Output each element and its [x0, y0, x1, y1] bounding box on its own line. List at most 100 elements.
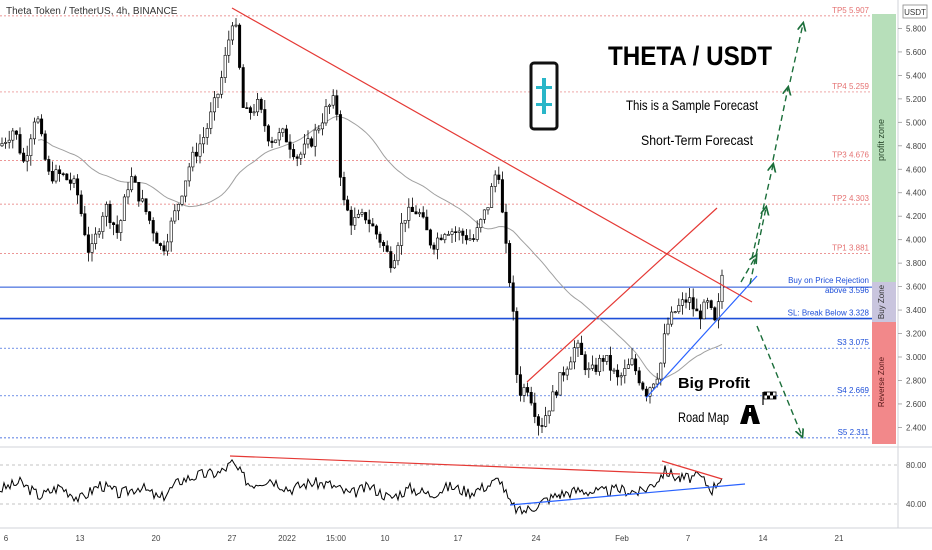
rising-channel-upper-line: [526, 207, 718, 383]
candle-body: [29, 138, 33, 156]
price-tick-label: 4.000: [906, 236, 927, 245]
candle-body: [122, 196, 126, 221]
symbol-title[interactable]: Theta Token / TetherUS, 4h, BINANCE: [6, 6, 178, 17]
candle-body: [101, 215, 105, 232]
candle-body: [299, 153, 303, 159]
candle-body: [626, 364, 630, 369]
candle-body: [436, 237, 440, 250]
currency-badge[interactable]: USDT: [904, 8, 926, 17]
candle-body: [259, 99, 263, 110]
candle-body: [623, 368, 627, 376]
candle-body: [457, 230, 461, 233]
candle-body: [468, 238, 472, 241]
candle-body: [227, 39, 231, 56]
candle-body: [547, 410, 551, 417]
candle-body: [619, 375, 623, 378]
candle-body: [295, 156, 299, 159]
level-label: TP4 5.259: [832, 82, 869, 91]
candle-body: [479, 219, 483, 228]
candle-body: [346, 199, 350, 211]
candle-body: [500, 179, 504, 213]
rsi-tick-label: 80.00: [906, 461, 927, 470]
road-icon-dash: [749, 408, 751, 412]
candle-body: [317, 128, 321, 131]
time-tick-label: 14: [759, 534, 768, 543]
candle-body: [90, 243, 94, 253]
candle-body: [36, 118, 40, 123]
candle-body: [216, 93, 220, 99]
candle-body: [590, 364, 594, 369]
candle-body: [184, 180, 188, 197]
candle-body: [115, 224, 119, 233]
time-tick-label: 21: [835, 534, 844, 543]
candle-body: [148, 211, 152, 221]
candle-body: [382, 242, 386, 247]
forecast-arrow: [756, 325, 802, 436]
price-tick-label: 4.800: [906, 142, 927, 151]
flag-check-3: [767, 395, 770, 399]
checkered-flag-icon: [762, 391, 777, 405]
time-tick-label: 13: [76, 534, 85, 543]
road-icon-shape: [740, 405, 760, 424]
candle-body: [248, 107, 252, 113]
candle-body: [65, 173, 69, 181]
candle-body: [439, 237, 443, 241]
candle-body: [151, 220, 155, 234]
candle-body: [713, 307, 717, 321]
candle-body: [634, 358, 638, 372]
forecast-arrow: [772, 88, 788, 161]
time-tick-label: 17: [454, 534, 463, 543]
flag-check-1: [764, 392, 767, 396]
candle-body: [86, 234, 90, 253]
candle-body: [302, 143, 306, 155]
candle-body: [68, 179, 72, 184]
price-tick-label: 4.600: [906, 165, 927, 174]
candle-body: [576, 342, 580, 349]
candle-body: [540, 425, 544, 427]
candle-body: [720, 274, 724, 302]
candle-body: [277, 132, 281, 141]
level-label: S5 2.311: [838, 428, 870, 437]
price-tick-label: 2.400: [906, 423, 927, 432]
profit-zone-band: [872, 14, 896, 282]
candle-body: [58, 169, 62, 174]
price-tick-label: 2.600: [906, 400, 927, 409]
time-tick-label: 15:00: [326, 534, 347, 543]
price-axis[interactable]: 2.400 2.600 2.800 3.000 3.200 3.400 3.600 3.800…: [898, 24, 927, 432]
candle-body: [572, 347, 576, 363]
candle-body: [173, 210, 177, 222]
candle-body: [612, 369, 616, 372]
candle-body: [288, 141, 292, 150]
candle-body: [518, 374, 522, 396]
candle-body: [274, 139, 278, 143]
candle-body: [374, 225, 378, 235]
reverse-zone-label: Reverse Zone: [877, 356, 886, 407]
price-tick-label: 3.000: [906, 353, 927, 362]
candle-body: [94, 233, 98, 244]
candle-body: [587, 368, 591, 371]
rsi-tick-label: 40.00: [906, 500, 927, 509]
zone-panels: profit zone Buy Zone Reverse Zone: [872, 14, 896, 444]
candle-body: [464, 235, 468, 241]
candle-body: [637, 370, 641, 384]
candle-body: [652, 383, 656, 389]
candle-body: [83, 213, 87, 236]
candle-body: [605, 355, 609, 362]
candle-body: [0, 143, 4, 147]
candle-body: [169, 220, 173, 243]
short-term-forecast-text: Short-Term Forecast: [641, 132, 753, 148]
candle-body: [403, 220, 407, 224]
road-map-text: Road Map: [678, 409, 729, 425]
time-tick-label: 27: [228, 534, 237, 543]
time-axis[interactable]: 6 13 20 27 2022 15:00 10 17 24 Feb 7 14 21: [4, 534, 844, 543]
price-tick-label: 3.200: [906, 330, 927, 339]
candle-body: [684, 299, 688, 303]
candle-body: [565, 368, 569, 376]
candle-body: [292, 149, 296, 158]
candle-body: [558, 372, 562, 396]
currency-badge-box[interactable]: [902, 4, 928, 19]
candle-body: [176, 203, 180, 212]
candle-body: [482, 209, 486, 220]
candle-body: [486, 207, 490, 211]
candle-body: [698, 310, 702, 320]
